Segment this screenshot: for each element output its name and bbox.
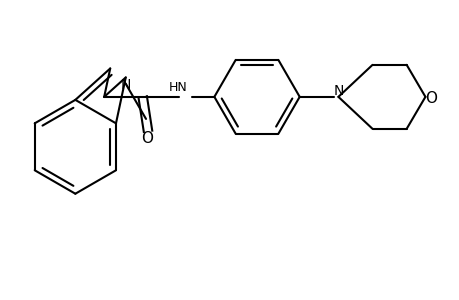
Text: N: N [121,78,131,92]
Text: O: O [424,92,436,106]
Text: O: O [140,131,153,146]
Text: HN: HN [168,81,187,94]
Text: N: N [332,84,343,98]
